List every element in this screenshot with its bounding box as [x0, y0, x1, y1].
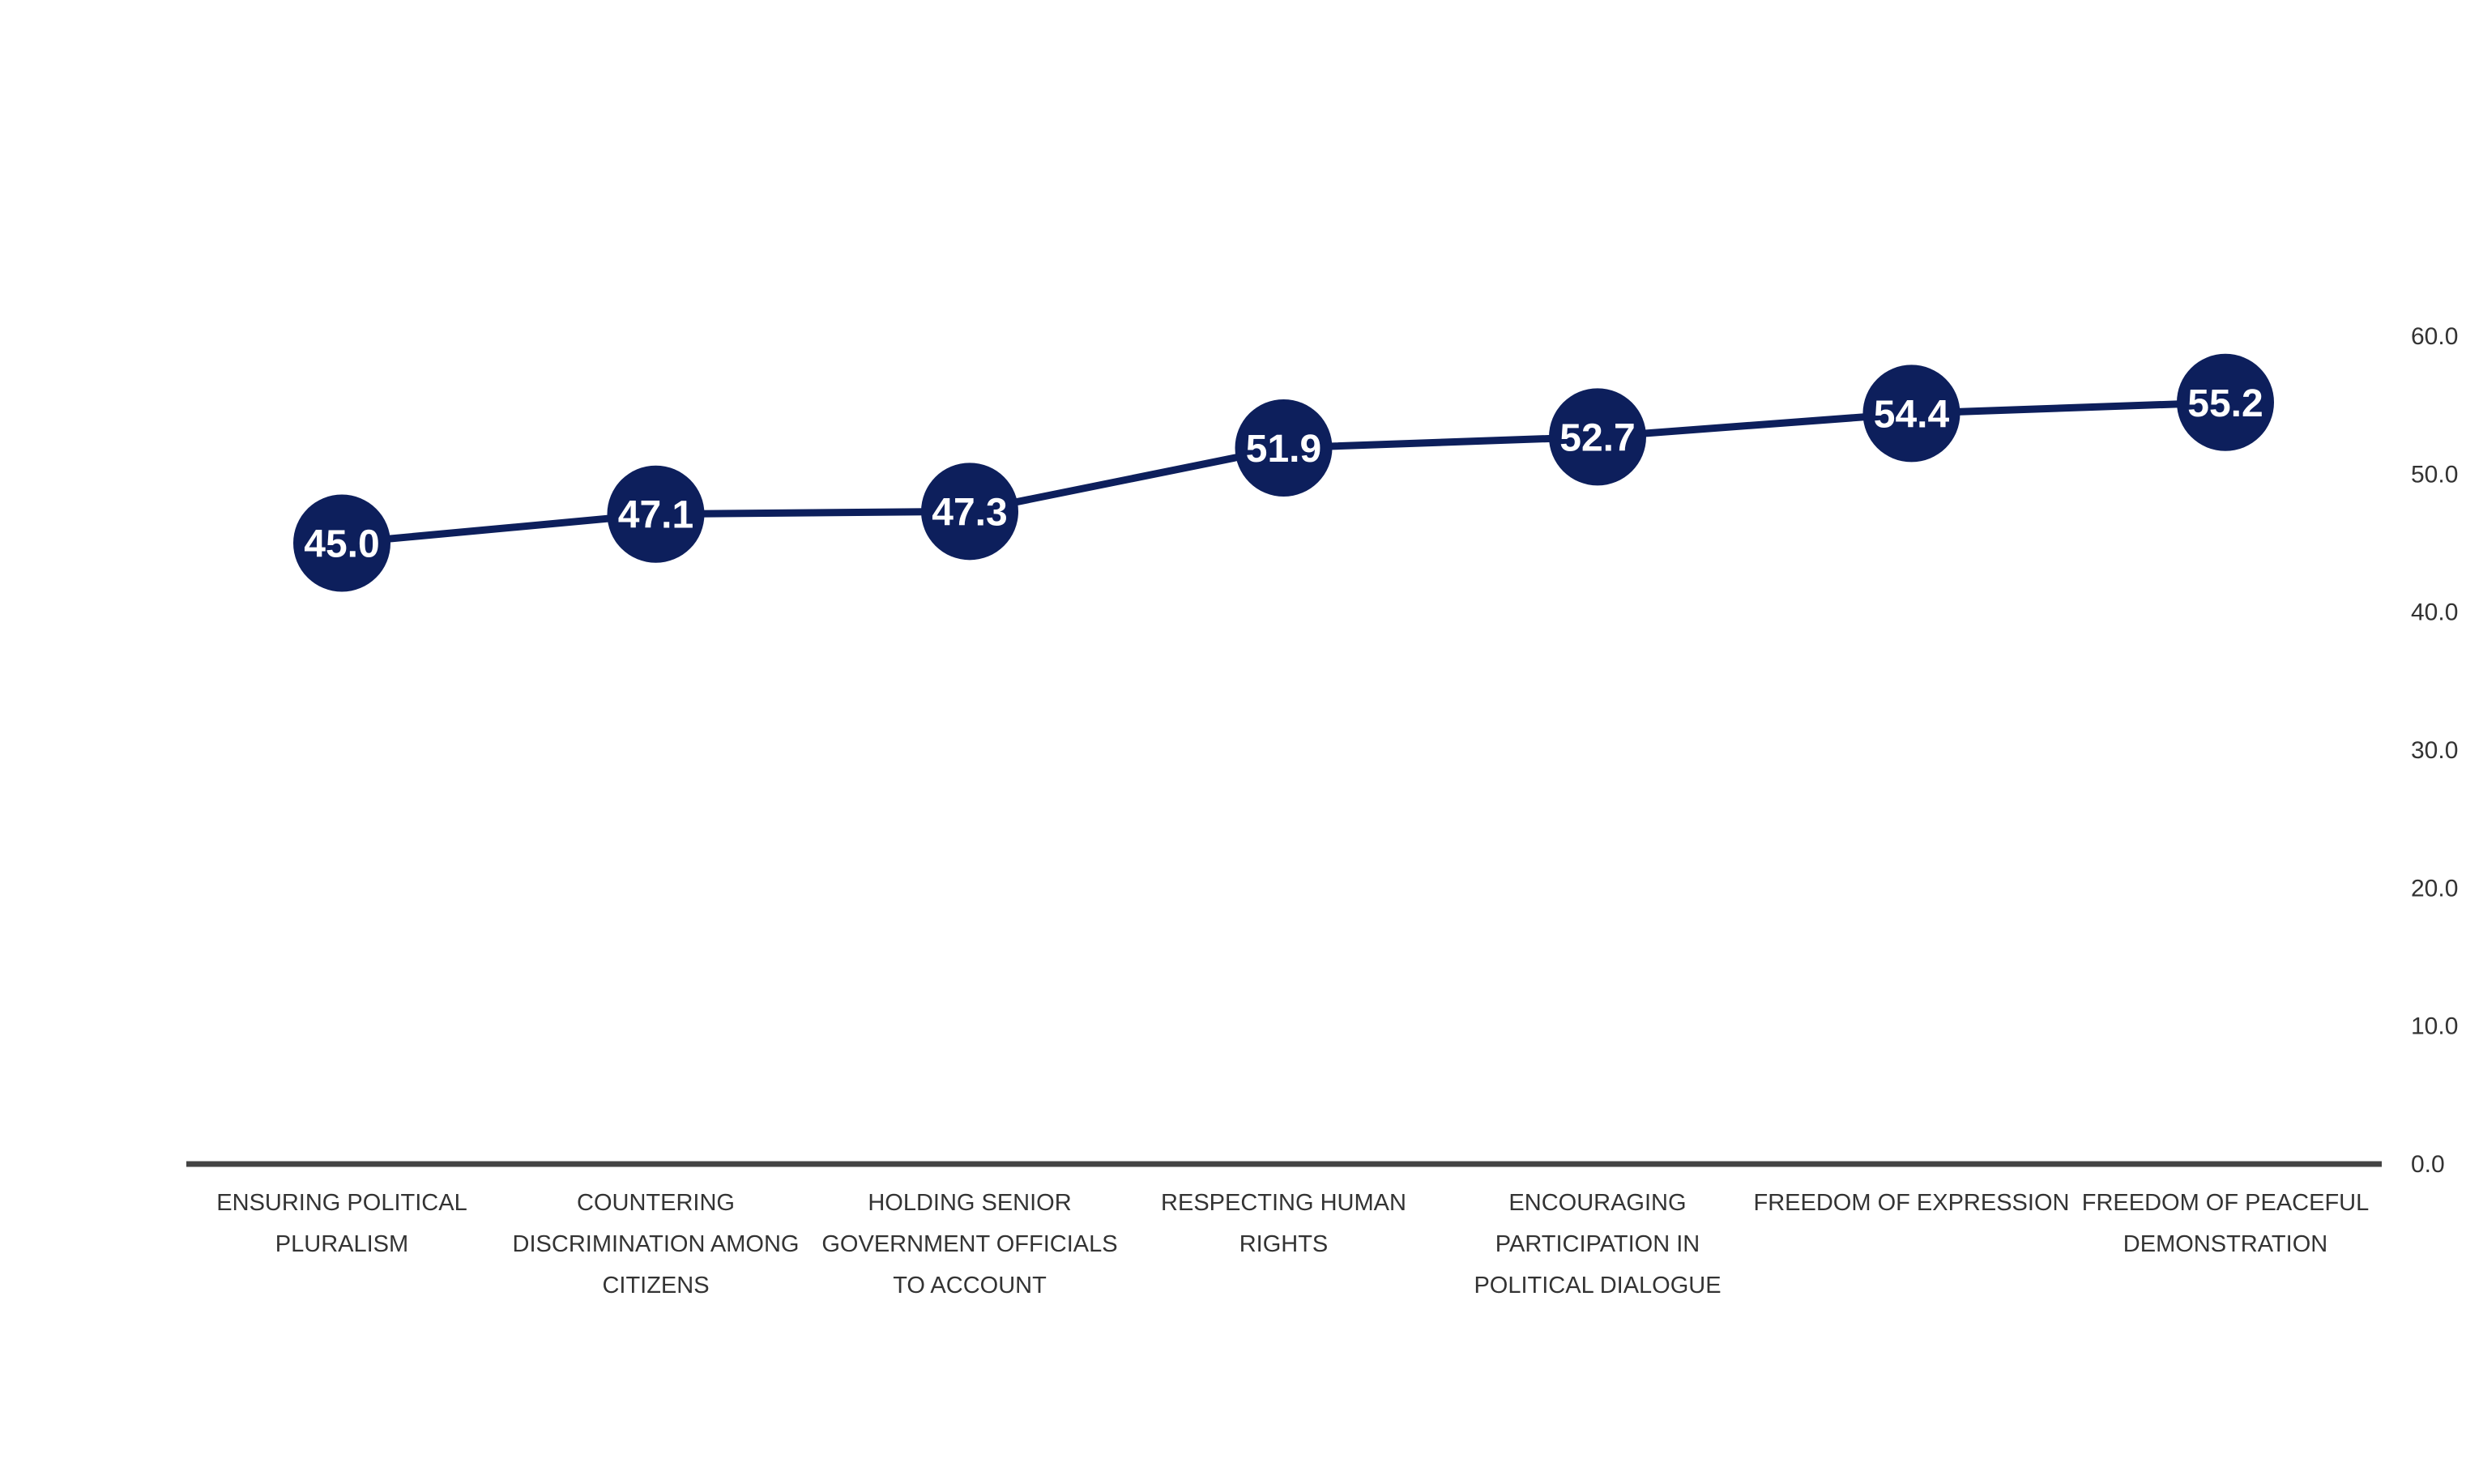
x-category-label-line: HOLDING SENIOR — [868, 1190, 1071, 1216]
data-point-marker — [293, 494, 390, 592]
x-category-label: ENSURING POLITICAL PLURALISM — [216, 1190, 467, 1257]
x-category-label-line: FREEDOM OF EXPRESSION — [1754, 1190, 2070, 1216]
data-label: 47.1 — [618, 494, 693, 537]
x-category-label: FREEDOM OF PEACEFUL DEMONSTRATION — [2082, 1190, 2370, 1257]
x-category-label-line: ENCOURAGING — [1508, 1190, 1686, 1216]
data-label: 45.0 — [304, 523, 379, 566]
data-point-marker — [1862, 365, 1960, 463]
data-label: 51.9 — [1246, 428, 1321, 471]
x-category-label-line: ENSURING POLITICAL — [216, 1190, 467, 1216]
x-category-label-line: RIGHTS — [1239, 1231, 1329, 1257]
x-category-label-line: POLITICAL DIALOGUE — [1474, 1273, 1721, 1298]
x-category-label-line: DEMONSTRATION — [2123, 1231, 2327, 1257]
data-point-marker — [921, 463, 1018, 561]
x-category-label-line: PLURALISM — [275, 1231, 408, 1257]
data-point-marker — [2177, 353, 2274, 451]
x-category-label-line: RESPECTING HUMAN — [1161, 1190, 1406, 1216]
x-category-label: RESPECTING HUMAN RIGHTS — [1161, 1190, 1406, 1257]
x-category-label: FREEDOM OF EXPRESSION — [1754, 1190, 2070, 1216]
data-point-marker — [1235, 399, 1333, 497]
data-points: 45.0 47.1 47.3 51.9 52.7 54.4 55.2 — [293, 353, 2274, 592]
y-tick-label: 20.0 — [2411, 875, 2458, 902]
x-category-label-line: PARTICIPATION IN — [1495, 1231, 1700, 1257]
data-label: 54.4 — [1874, 393, 1950, 436]
data-label: 52.7 — [1559, 416, 1635, 459]
y-tick-label: 0.0 — [2411, 1151, 2445, 1178]
x-category-label-line: TO ACCOUNT — [893, 1273, 1047, 1298]
data-label: 47.3 — [932, 491, 1007, 534]
y-tick-label: 40.0 — [2411, 599, 2458, 626]
data-label: 55.2 — [2187, 382, 2263, 425]
y-tick-label: 30.0 — [2411, 737, 2458, 764]
x-category-label-line: CITIZENS — [602, 1273, 709, 1298]
y-tick-label: 50.0 — [2411, 461, 2458, 488]
x-axis-labels: ENSURING POLITICAL PLURALISM COUNTERING DIS… — [216, 1190, 2369, 1298]
x-category-label: ENCOURAGING PARTICIPATION IN POLITICAL DIA… — [1474, 1190, 1721, 1298]
y-axis: 0.0 10.0 20.0 30.0 40.0 50.0 60.0 — [2411, 323, 2458, 1178]
x-category-label-line: COUNTERING — [577, 1190, 735, 1216]
x-category-label-line: DISCRIMINATION AMONG — [513, 1231, 800, 1257]
y-tick-label: 60.0 — [2411, 323, 2458, 350]
data-point-marker — [1549, 388, 1646, 486]
x-category-label-line: FREEDOM OF PEACEFUL — [2082, 1190, 2370, 1216]
x-category-label-line: GOVERNMENT OFFICIALS — [821, 1231, 1117, 1257]
x-category-label: HOLDING SENIOR GOVERNMENT OFFICIALS TO ACC… — [821, 1190, 1117, 1298]
x-category-label: COUNTERING DISCRIMINATION AMONG CITIZENS — [513, 1190, 800, 1298]
y-tick-label: 10.0 — [2411, 1013, 2458, 1040]
data-point-marker — [607, 465, 705, 563]
